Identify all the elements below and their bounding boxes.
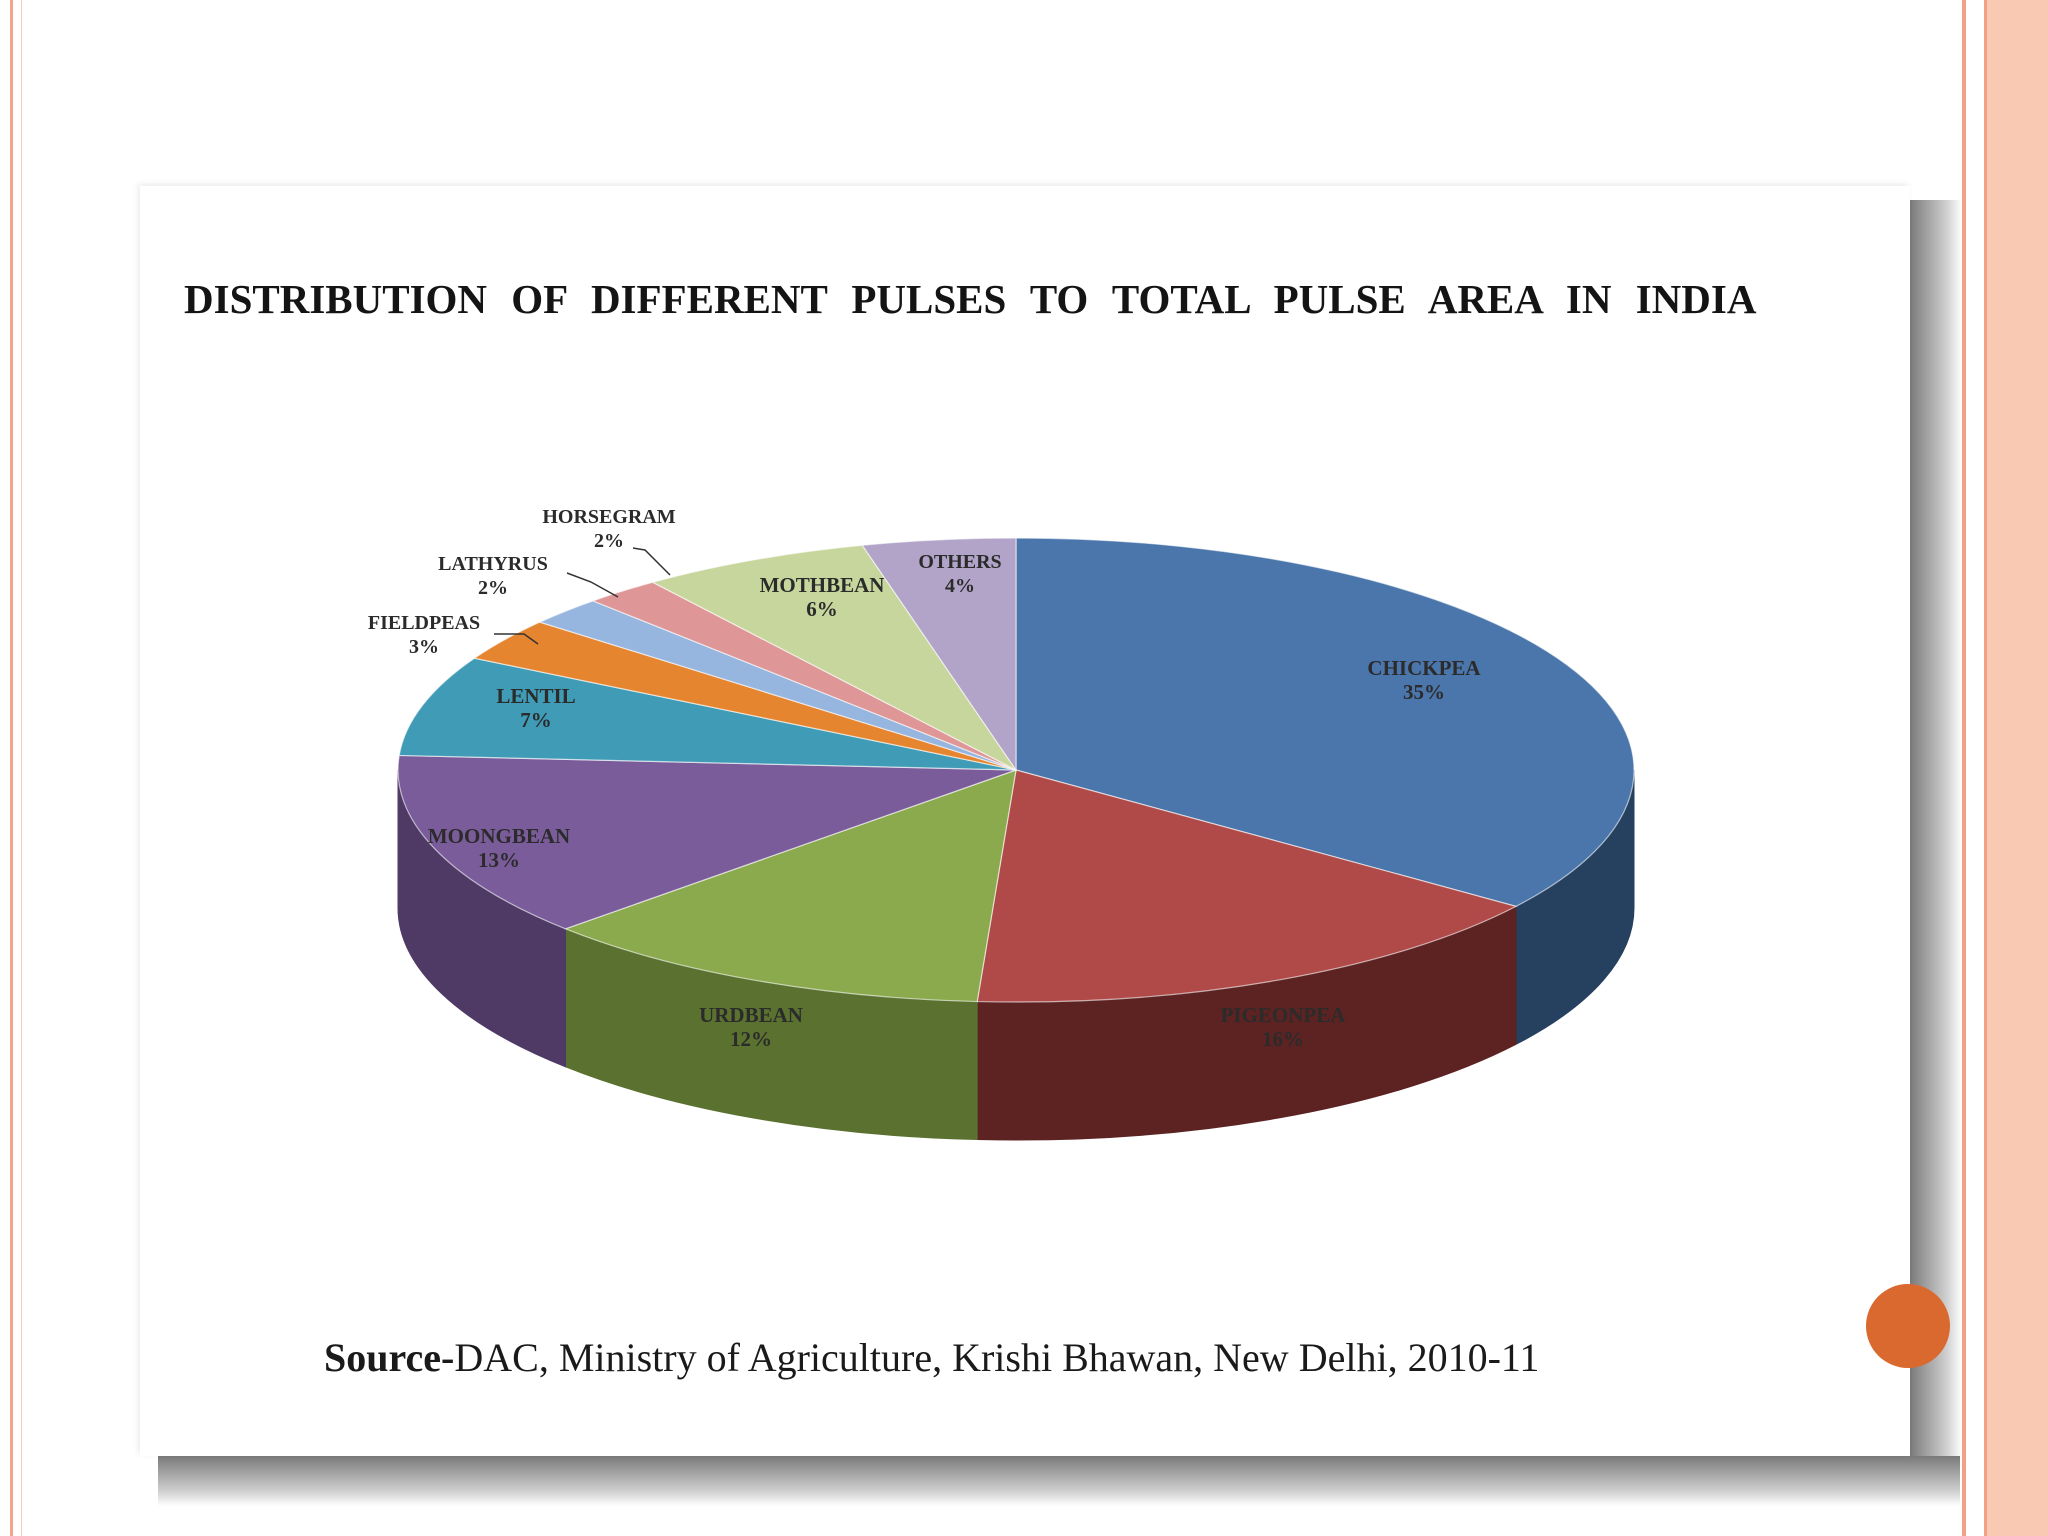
pie-slice-mothbean	[651, 544, 1017, 771]
pie-value-pigeonpea: 16%	[1262, 1027, 1304, 1051]
pie-side-layer	[397, 769, 1635, 1141]
pie-label-chickpea: CHICKPEA	[1367, 656, 1481, 680]
pie-value-urdbean: 12%	[730, 1027, 772, 1051]
pie-value-fieldpeas: 3%	[409, 636, 439, 658]
pie-slice-moongbean	[397, 754, 1017, 930]
pie-value-lentil: 7%	[520, 708, 552, 732]
slide-border-right-panel	[1984, 0, 2048, 1536]
pie-value-lathyrus: 2%	[478, 577, 508, 599]
source-line: Source-DAC, Ministry of Agriculture, Kri…	[324, 1334, 1824, 1381]
card-shadow-right	[1910, 200, 1962, 1468]
slide-border-left	[10, 0, 22, 1536]
pie-value-chickpea: 35%	[1403, 680, 1445, 704]
card-shadow-bottom	[158, 1456, 1960, 1506]
source-text: DAC, Ministry of Agriculture, Krishi Bha…	[454, 1335, 1540, 1380]
page-number-badge	[1866, 1284, 1950, 1368]
pie-label-lathyrus: LATHYRUS	[438, 553, 548, 575]
pie-slice-lentil	[398, 657, 1017, 771]
pie-label-fieldpeas: FIELDPEAS	[368, 612, 480, 634]
pie-leader-horsegram	[632, 547, 671, 576]
pie-slice-others	[861, 537, 1017, 772]
pie-value-others: 4%	[945, 575, 975, 597]
source-label: Source-	[324, 1335, 455, 1380]
pie-leader-layer	[494, 547, 671, 645]
pie-top-layer	[397, 537, 1635, 1003]
pie-label-lentil: LENTIL	[496, 684, 575, 708]
chart-card: DISTRIBUTION OF DIFFERENT PULSES TO TOTA…	[140, 186, 1910, 1456]
pie-slice-pigeonpea	[976, 769, 1518, 1003]
slide-border-right	[1962, 0, 1966, 1536]
pie-label-moongbean: MOONGBEAN	[428, 824, 570, 848]
pie-label-urdbean: URDBEAN	[699, 1003, 803, 1027]
pie-label-mothbean: MOTHBEAN	[760, 573, 885, 597]
pie-leader-lathyrus	[566, 572, 619, 598]
pie-label-others: OTHERS	[918, 551, 1001, 573]
pie-value-mothbean: 6%	[806, 597, 838, 621]
pie-slice-urdbean	[563, 769, 1017, 1003]
pie-value-horsegram: 2%	[594, 530, 624, 552]
pie-label-horsegram: HORSEGRAM	[542, 506, 675, 528]
pie-value-moongbean: 13%	[478, 848, 520, 872]
pie-label-pigeonpea: PIGEONPEA	[1221, 1003, 1347, 1027]
pie-leader-fieldpeas	[494, 633, 539, 645]
chart-title: DISTRIBUTION OF DIFFERENT PULSES TO TOTA…	[184, 276, 1757, 322]
pie-slice-chickpea	[1015, 537, 1635, 908]
